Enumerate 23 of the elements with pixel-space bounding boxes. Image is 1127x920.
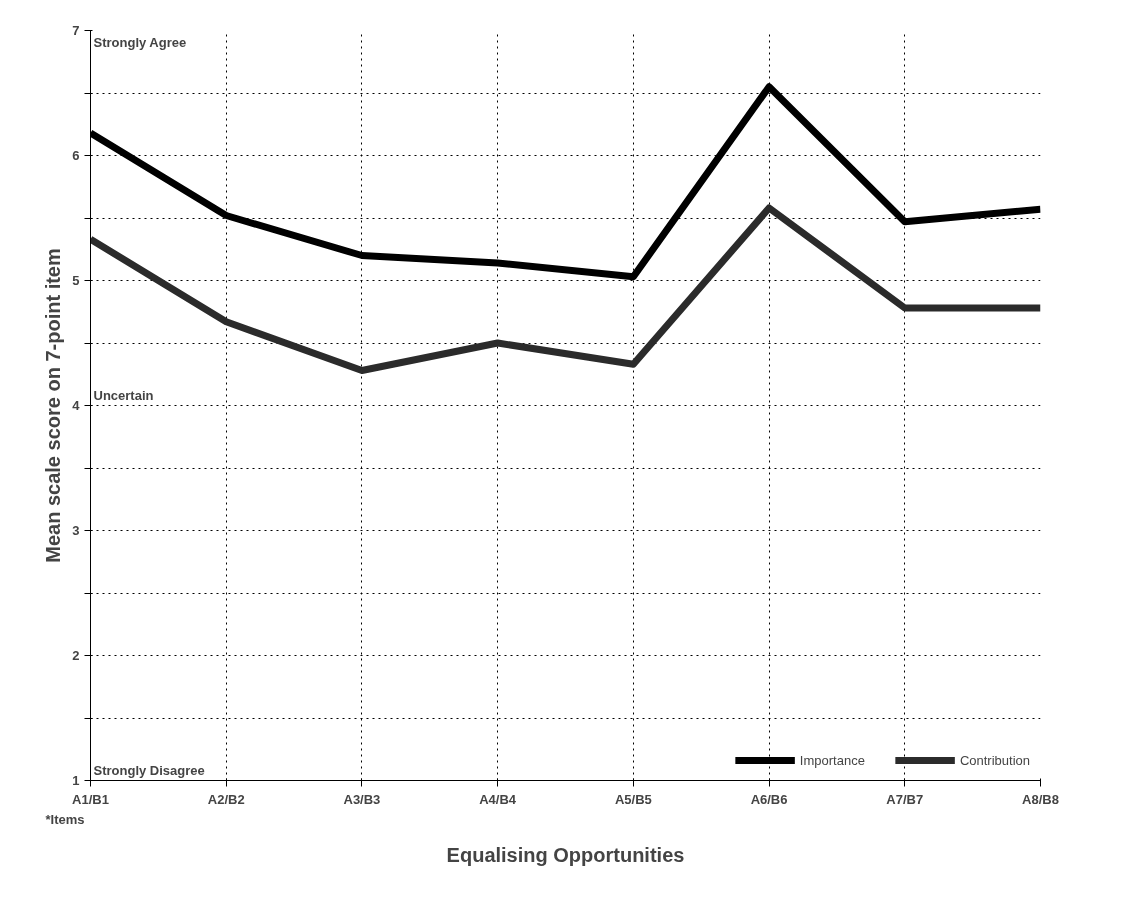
x-tick-label: A8/B8 (1022, 791, 1059, 807)
text: *Items (45, 811, 85, 827)
y-tick-label: 7 (72, 23, 80, 38)
legend-label: Contribution (959, 752, 1030, 768)
y-tick-label: 1 (72, 773, 80, 788)
x-tick-label: A5/B5 (614, 791, 652, 807)
x-tick-label: A1/B1 (72, 791, 109, 807)
x-axis-title: Equalising Opportunities (446, 843, 685, 866)
y-tick-label: 5 (72, 273, 80, 288)
y-axis-title: Mean scale score on 7-point item (42, 248, 65, 563)
x-tick-label: A6/B6 (750, 791, 788, 807)
x-tick-label: A4/B4 (479, 791, 517, 807)
annotation: Strongly Agree (93, 34, 187, 50)
x-tick-label: A7/B7 (886, 791, 924, 807)
x-tick-label: A2/B2 (207, 791, 245, 807)
y-tick-label: 4 (72, 398, 81, 413)
annotation: Uncertain (93, 387, 154, 403)
x-tick-label: A3/B3 (343, 791, 381, 807)
y-tick-label: 6 (72, 148, 80, 163)
y-tick-label: 2 (72, 648, 80, 663)
y-tick-label: 3 (72, 523, 80, 538)
annotation: Strongly Disagree (93, 762, 205, 778)
legend-label: Importance (799, 752, 865, 768)
